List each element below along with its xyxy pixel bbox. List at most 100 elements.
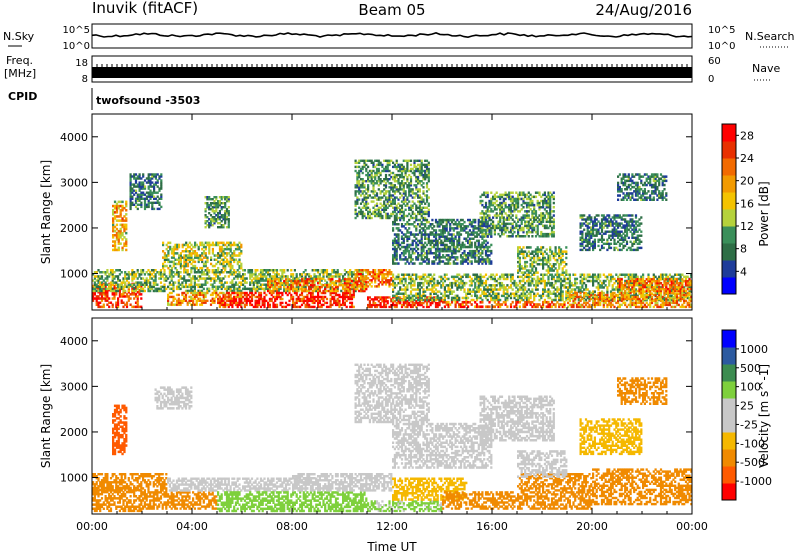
range-cell [370, 275, 373, 278]
range-cell [309, 299, 313, 303]
range-cell [129, 201, 132, 204]
range-cell [599, 275, 602, 279]
range-cell [550, 277, 554, 281]
range-cell [633, 291, 636, 295]
range-cell [170, 291, 173, 295]
range-cell [386, 271, 389, 274]
range-cell [163, 264, 166, 268]
range-cell [574, 277, 577, 281]
range-cell [452, 275, 455, 279]
range-cell [570, 284, 573, 287]
range-cell [581, 286, 584, 289]
range-cell [381, 281, 384, 284]
range-cell [218, 204, 221, 207]
range-cell [572, 299, 575, 303]
range-cell [595, 275, 598, 279]
range-cell [106, 291, 109, 294]
range-cell [292, 283, 295, 286]
range-cell [174, 273, 177, 276]
range-cell [629, 273, 632, 276]
range-cell [272, 295, 275, 299]
range-cell [263, 297, 266, 301]
range-cell [140, 281, 143, 284]
range-cell [122, 285, 125, 289]
range-cell [679, 285, 682, 289]
range-cell [309, 285, 313, 289]
range-cell [502, 288, 505, 291]
range-cell [538, 279, 541, 283]
range-cell [252, 273, 255, 276]
range-cell [474, 277, 477, 281]
range-cell [675, 273, 679, 276]
range-cell [509, 294, 513, 298]
range-cell [604, 301, 607, 305]
range-cell [642, 285, 645, 289]
range-cell [188, 245, 191, 249]
range-cell [211, 285, 214, 289]
range-cell [513, 284, 516, 287]
range-cell [227, 252, 230, 255]
range-cell [113, 277, 116, 280]
range-cell [267, 271, 270, 274]
range-cell [611, 286, 614, 289]
range-cell [152, 285, 155, 289]
range-cell [197, 258, 200, 261]
range-cell [172, 303, 175, 306]
range-cell [92, 284, 95, 288]
range-cell [499, 284, 502, 287]
range-cell [97, 277, 100, 280]
range-cell [552, 286, 555, 289]
range-cell [411, 288, 414, 291]
range-cell [147, 195, 150, 198]
range-cell [345, 289, 348, 293]
range-cell [527, 281, 530, 285]
range-cell [409, 296, 413, 300]
range-cell [395, 277, 398, 281]
range-cell [122, 301, 125, 304]
range-cell [633, 301, 636, 305]
range-cell [152, 271, 155, 274]
range-cell [162, 262, 165, 266]
range-cell [674, 284, 677, 287]
range-cell [220, 287, 223, 291]
range-cell [365, 277, 368, 280]
range-cell [345, 299, 348, 303]
range-cell [690, 280, 693, 283]
range-cell [345, 285, 348, 289]
range-cell [265, 299, 268, 303]
range-cell [143, 197, 147, 200]
range-cell [200, 277, 204, 280]
range-cell [527, 275, 530, 279]
range-cell [518, 275, 521, 279]
range-cell [277, 282, 280, 285]
range-cell [258, 301, 261, 305]
range-cell [581, 303, 584, 307]
range-cell [147, 203, 150, 206]
range-cell [229, 301, 232, 305]
range-cell [583, 281, 586, 285]
range-cell [445, 303, 448, 306]
range-cell [436, 303, 439, 307]
range-cell [274, 305, 277, 309]
range-cell [227, 262, 230, 266]
range-cell [477, 281, 480, 285]
range-cell [543, 290, 546, 293]
range-cell [365, 269, 368, 272]
range-cell [313, 273, 316, 276]
range-cell [456, 296, 459, 300]
range-cell [300, 293, 304, 297]
range-cell [493, 298, 496, 302]
range-cell [381, 273, 384, 276]
range-cell [567, 301, 570, 305]
range-cell [283, 281, 286, 284]
range-cell [113, 206, 117, 210]
range-cell [263, 303, 266, 307]
range-cell [436, 294, 439, 298]
range-cell [163, 252, 166, 255]
range-cell [267, 303, 270, 307]
range-cell [322, 271, 325, 274]
range-cell [650, 295, 654, 299]
range-cell [427, 296, 430, 300]
range-cell [197, 299, 200, 302]
range-cell [92, 295, 95, 298]
